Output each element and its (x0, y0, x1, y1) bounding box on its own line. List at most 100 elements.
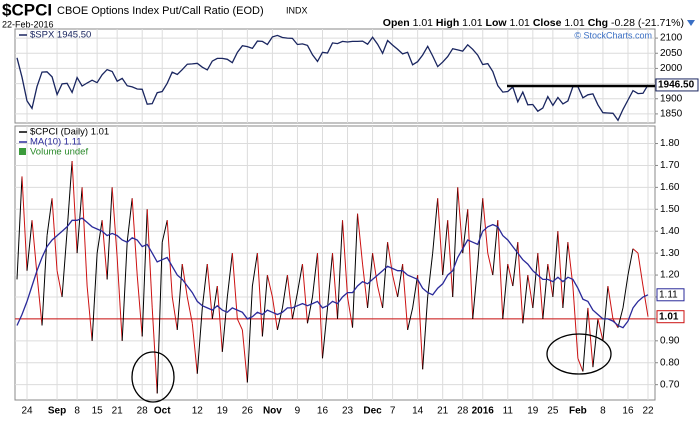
price-segment (216, 285, 223, 352)
price-segment (281, 274, 288, 309)
y-tick-label: 1.80 (660, 138, 680, 149)
last-value-box (656, 310, 685, 324)
price-segment (382, 242, 389, 308)
x-tick-label: 21 (112, 406, 124, 417)
exchange: INDX (286, 5, 308, 15)
price-segment (21, 176, 28, 271)
price-segment (372, 253, 379, 287)
x-tick-label: 24 (21, 406, 33, 417)
price-segment (26, 220, 33, 271)
price-segment (116, 257, 123, 341)
price-segment (41, 235, 48, 326)
price-segment (121, 242, 128, 341)
price-segment (337, 220, 344, 319)
quote-value: -0.28 (611, 17, 635, 29)
x-tick-label: 14 (412, 406, 424, 417)
last-value-box (656, 288, 685, 302)
quote-value: 1.01 (413, 17, 434, 29)
price-segment (352, 213, 359, 328)
x-tick-label: 23 (342, 406, 354, 417)
price-segment (482, 198, 489, 254)
x-tick-label: Dec (363, 406, 382, 417)
price-segment (321, 307, 328, 359)
price-segment (332, 253, 339, 319)
y-tick-label: 0.90 (660, 335, 680, 346)
price-segment (397, 264, 404, 298)
price-segment (357, 213, 364, 265)
quote-label: Open (383, 17, 410, 29)
x-tick-label: Sep (48, 406, 66, 417)
price-segment (256, 253, 263, 337)
y-tick-label: 1.50 (660, 204, 680, 215)
y-tick-label: 2100 (660, 33, 683, 44)
x-tick-label: Feb (569, 406, 587, 417)
price-segment (412, 274, 419, 309)
line-series (16, 217, 649, 329)
price-segment (402, 264, 409, 330)
price-segment (291, 292, 298, 319)
price-segment (432, 198, 439, 254)
price-segment (31, 220, 38, 276)
y-tick-label: 1850 (660, 109, 683, 120)
price-segment (276, 307, 283, 330)
price-segment (422, 296, 429, 370)
price-segment (587, 307, 594, 368)
price-segment (477, 198, 484, 265)
quote-label: Close (533, 17, 562, 29)
price-segment (201, 264, 208, 308)
quote: Open 1.01 High 1.01 Low 1.01 Close 1.01 … (383, 17, 684, 29)
price-segment (637, 253, 644, 287)
x-tick-label: 8 (600, 406, 606, 417)
price-segment (552, 231, 559, 298)
x-tick-label: 28 (457, 406, 469, 417)
price-segment (156, 242, 163, 394)
price-segment (642, 285, 649, 317)
last-value-label: 1946.50 (658, 80, 695, 91)
price-segment (417, 275, 424, 370)
price-segment (316, 253, 323, 359)
dropdown-icon[interactable] (687, 20, 695, 26)
price-segment (497, 220, 504, 319)
price-segment (347, 296, 354, 328)
price-segment (592, 318, 599, 368)
top-panel-frame (14, 28, 656, 124)
price-segment (231, 253, 238, 319)
price-segment (377, 285, 384, 309)
price-segment (607, 285, 614, 319)
price-segment (602, 285, 609, 341)
last-value-label: 1.01 (659, 311, 679, 322)
price-segment (221, 296, 228, 352)
y-tick-label: 1.60 (660, 182, 680, 193)
legend-label: $CPCI (Daily) 1.01 (30, 127, 109, 138)
price-segment (151, 307, 158, 394)
price-segment (241, 329, 248, 383)
bottom-panel-frame (14, 125, 656, 401)
y-tick-label: 1900 (660, 93, 683, 104)
x-tick-label: 21 (437, 406, 449, 417)
index-name: CBOE Options Index Put/Call Ratio (EOD) (57, 5, 264, 17)
price-segment (191, 323, 198, 374)
x-tick-label: 28 (137, 406, 149, 417)
price-segment (437, 198, 444, 276)
price-segment (362, 264, 369, 308)
price-segment (457, 187, 464, 254)
price-segment (56, 270, 63, 298)
price-segment (632, 248, 639, 254)
price-segment (106, 187, 113, 280)
y-tick-label: 1.40 (660, 226, 680, 237)
y-tick-label: 0.70 (660, 379, 680, 390)
price-segment (447, 220, 454, 298)
price-segment (311, 253, 318, 298)
price-segment (81, 187, 88, 287)
price-segment (101, 220, 108, 280)
last-value-box (655, 78, 699, 92)
x-tick-label: 22 (642, 406, 654, 417)
price-segment (91, 253, 98, 341)
quote-label: High (436, 17, 459, 29)
legend-label: $SPX 1945.50 (30, 30, 91, 41)
price-segment (597, 318, 604, 341)
price-segment (186, 296, 193, 324)
price-segment (71, 161, 78, 254)
price-segment (61, 231, 68, 298)
